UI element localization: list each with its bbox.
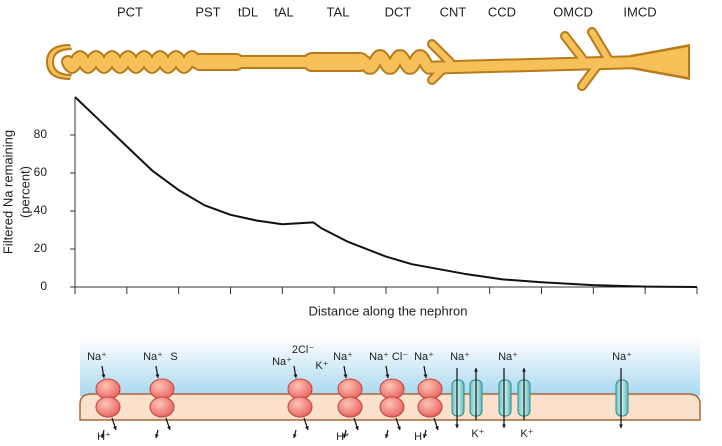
y-axis-label: Filtered Na remaining (0, 130, 15, 254)
segment-label: TAL (327, 4, 350, 19)
arrow-head (343, 374, 348, 378)
arrow-head (355, 426, 359, 430)
y-tick-label: 20 (34, 241, 48, 255)
tube-fill (429, 29, 613, 89)
ion-label: Na⁺ (450, 351, 470, 363)
ion-label: Na⁺ (272, 356, 292, 368)
cotransporter (287, 378, 313, 400)
transporters (95, 365, 629, 439)
segment-label: DCT (385, 4, 412, 19)
segment-label: CCD (488, 4, 516, 19)
arrow-head (113, 426, 117, 430)
arrow-head (154, 434, 159, 438)
channel (615, 379, 629, 417)
tube-fill (48, 46, 71, 78)
segment-label: PCT (117, 4, 143, 19)
ion-label: Cl⁻ (392, 351, 408, 363)
y-axis-label: (percent) (17, 166, 32, 218)
chart: 0 20 40 60 80 (34, 96, 698, 294)
channel (498, 379, 512, 417)
arrow-head (100, 434, 105, 438)
cotransporter (149, 396, 175, 418)
arrow-head (293, 374, 298, 378)
segment-label: OMCD (553, 4, 593, 19)
arrow-head (101, 374, 106, 378)
ion-label: Na⁺ (498, 351, 518, 363)
arrow-head (422, 434, 427, 438)
arrow-head (619, 424, 623, 428)
cotransporter (287, 396, 313, 418)
arrow-head (423, 374, 428, 378)
ion-label: Na⁺ (369, 351, 389, 363)
segment-label: PST (195, 4, 220, 19)
segment-label: IMCD (623, 4, 656, 19)
ion-label: Na⁺ (612, 351, 632, 363)
ion-label: H⁺ (97, 431, 111, 443)
arrow-head (384, 434, 389, 438)
cotransporter (417, 378, 443, 400)
ion-label: Na⁺ (333, 351, 353, 363)
tube-fill (63, 51, 645, 73)
arrow-head (435, 426, 439, 430)
arrow-head (167, 426, 171, 430)
line-series (74, 96, 698, 288)
nephron-diagram (46, 27, 690, 91)
cotransporter (95, 378, 121, 400)
ion-label: Na⁺ (87, 351, 107, 363)
ion-label: K⁺ (315, 360, 328, 372)
segment-label: tAL (274, 4, 294, 19)
cotransporter (337, 378, 363, 400)
cotransporter (95, 396, 121, 418)
arrow-head (155, 374, 160, 378)
segment-label: CNT (440, 4, 467, 19)
arrow-head (342, 434, 347, 438)
arrow-head (397, 426, 401, 430)
y-tick-label: 40 (34, 203, 48, 217)
x-axis-label: Distance along the nephron (308, 303, 467, 318)
arrow-head (474, 368, 478, 372)
segment-label: tDL (238, 4, 258, 19)
ion-label: Na⁺ (143, 351, 163, 363)
cotransporter (417, 396, 443, 418)
ion-label: H⁺ (414, 431, 428, 443)
cotransporter (379, 378, 405, 400)
ion-label: 2Cl⁻ (292, 344, 315, 356)
channel (451, 379, 465, 417)
cotransporter (379, 396, 405, 418)
ion-label: Na⁺ (414, 351, 434, 363)
y-tick-label: 0 (40, 279, 47, 293)
ion-label: H⁺ (336, 431, 350, 443)
arrow-head (455, 424, 459, 428)
arrow-head (292, 434, 297, 438)
arrow-head (385, 374, 390, 378)
cotransporter (149, 378, 175, 400)
arrow-head (502, 424, 506, 428)
y-tick-label: 60 (34, 165, 48, 179)
tube-fill (630, 47, 688, 77)
ion-label: K⁺ (471, 428, 484, 440)
arrow-head (305, 426, 309, 430)
ion-label: S (170, 351, 177, 363)
y-tick-label: 80 (34, 127, 48, 141)
ion-label: K⁺ (520, 428, 533, 440)
arrow-head (522, 368, 526, 372)
cotransporter (337, 396, 363, 418)
